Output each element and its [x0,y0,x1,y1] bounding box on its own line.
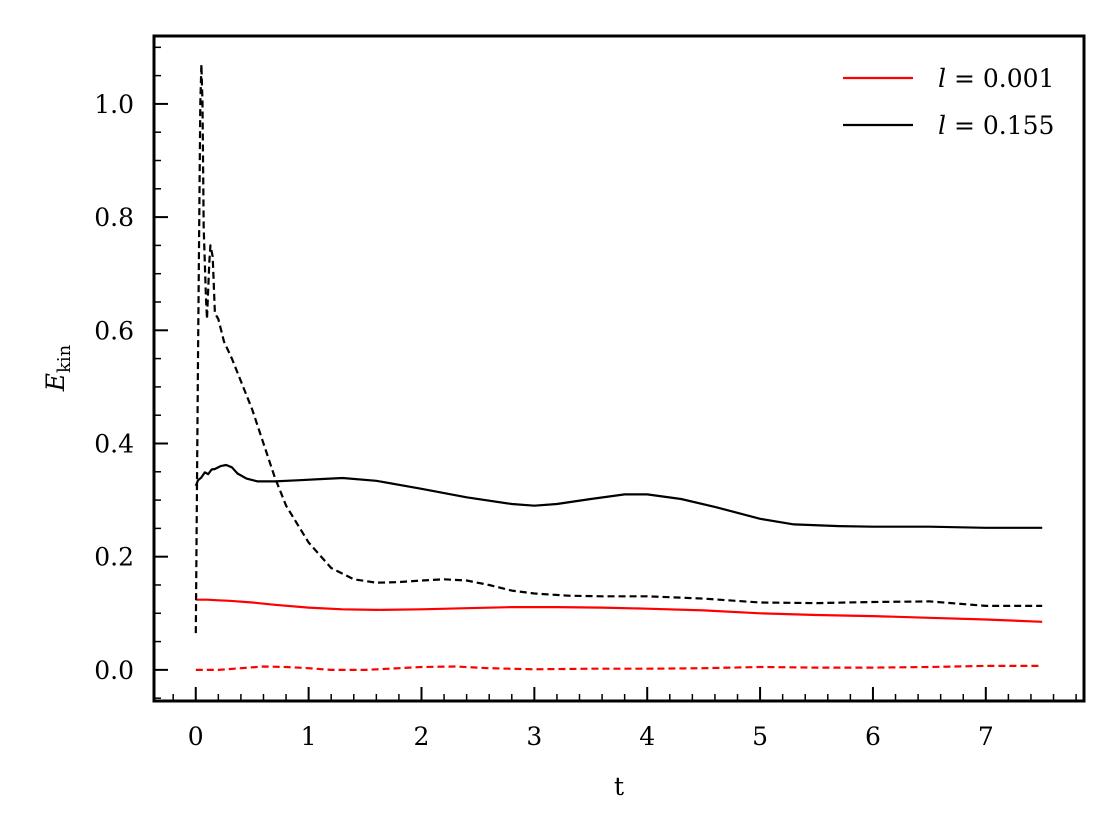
y-tick-label: 0.4 [94,429,134,458]
y-axis-label-subscript: kin [54,344,75,373]
series-line-3 [194,463,1043,529]
x-tick-label: 4 [639,722,655,751]
series-line-2 [195,664,1043,671]
y-tick-label: 1.0 [94,90,134,119]
x-tick-label: 2 [414,722,430,751]
y-tick-label: 0.2 [94,543,134,572]
x-tick-label: 3 [526,722,542,751]
legend-label-1: l = 0.001 [938,64,1054,93]
x-tick-label: 1 [301,722,317,751]
series-line-1 [195,598,1043,623]
x-tick-label: 7 [978,722,994,751]
x-axis-label: t [614,772,624,801]
tick-layer: 0 1 2 3 4 5 6 7 0.0 0.2 0.4 0.6 0.8 1.0 [94,46,1077,751]
legend-label-2: l = 0.155 [938,111,1054,140]
series-line-4 [194,63,1043,634]
y-tick-label: 0.6 [94,316,134,345]
legend: l = 0.001 l = 0.155 [843,64,1054,140]
x-tick-label: 5 [752,722,768,751]
x-tick-label: 6 [865,722,881,751]
y-tick-label: 0.0 [94,656,134,685]
x-tick-label: 0 [188,722,204,751]
series-layer [194,63,1043,671]
y-axis-label-main: E [41,373,70,392]
y-axis-label: Ekin [41,344,75,392]
y-tick-label: 0.8 [94,203,134,232]
plot-frame [152,34,1086,703]
